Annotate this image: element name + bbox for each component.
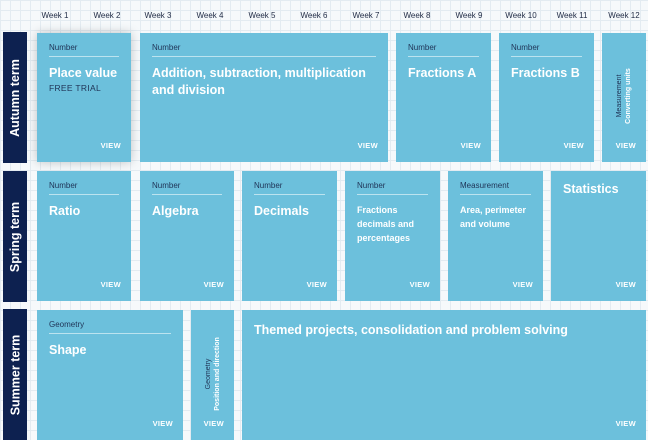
- card-fractions-a[interactable]: Number Fractions A VIEW: [396, 33, 491, 162]
- view-link[interactable]: VIEW: [100, 280, 121, 289]
- card-title: Place value: [49, 66, 118, 80]
- week-label: Week 7: [352, 11, 380, 20]
- view-link[interactable]: VIEW: [203, 280, 224, 289]
- card-title: Algebra: [152, 204, 199, 218]
- card-title: Fractions B: [511, 66, 580, 80]
- card-converting-units[interactable]: Measurement Converting units VIEW: [602, 33, 646, 162]
- view-link[interactable]: VIEW: [152, 419, 173, 428]
- card-category: Number: [357, 181, 428, 195]
- card-title: Statistics: [563, 182, 619, 196]
- term-label-text: Spring term: [8, 201, 22, 272]
- week-label: Week 2: [93, 11, 121, 20]
- view-link[interactable]: VIEW: [409, 280, 430, 289]
- view-link[interactable]: VIEW: [100, 141, 121, 150]
- card-category: Number: [49, 181, 119, 195]
- card-statistics[interactable]: Statistics VIEW: [551, 171, 646, 301]
- card-algebra[interactable]: Number Algebra VIEW: [140, 171, 234, 301]
- view-link[interactable]: VIEW: [615, 419, 636, 428]
- week-label: Week 12: [608, 11, 640, 20]
- week-label: Week 11: [556, 11, 588, 20]
- card-title: Shape: [49, 343, 87, 357]
- card-title: Decimals: [254, 204, 309, 218]
- card-category: Number: [152, 43, 376, 57]
- week-label: Week 10: [505, 11, 537, 20]
- view-link[interactable]: VIEW: [563, 141, 584, 150]
- card-position-direction[interactable]: Geometry Position and direction VIEW: [191, 310, 234, 440]
- view-link[interactable]: VIEW: [203, 419, 224, 428]
- card-vertical-label: Geometry Position and direction: [204, 337, 222, 411]
- week-label: Week 1: [41, 11, 69, 20]
- card-title: Themed projects, consolidation and probl…: [254, 323, 568, 337]
- week-label: Week 6: [300, 11, 328, 20]
- view-link[interactable]: VIEW: [460, 141, 481, 150]
- view-link[interactable]: VIEW: [615, 141, 636, 150]
- card-category: Measurement: [460, 181, 531, 195]
- card-shape[interactable]: Geometry Shape VIEW: [37, 310, 183, 440]
- card-place-value[interactable]: Number Place value FREE TRIAL VIEW: [37, 33, 131, 162]
- view-link[interactable]: VIEW: [357, 141, 378, 150]
- card-category: Geometry: [49, 320, 171, 334]
- view-link[interactable]: VIEW: [615, 280, 636, 289]
- view-link[interactable]: VIEW: [306, 280, 327, 289]
- card-ratio[interactable]: Number Ratio VIEW: [37, 171, 131, 301]
- card-category: Number: [152, 181, 222, 195]
- card-title: Fractions decimals and percentages: [357, 205, 415, 243]
- card-title: Addition, subtraction, multiplication an…: [152, 66, 366, 97]
- card-area-perimeter-volume[interactable]: Measurement Area, perimeter and volume V…: [448, 171, 543, 301]
- card-vertical-label: Measurement Converting units: [615, 68, 633, 124]
- card-category: Number: [254, 181, 325, 195]
- week-label: Week 9: [455, 11, 483, 20]
- card-fractions-b[interactable]: Number Fractions B VIEW: [499, 33, 594, 162]
- week-label: Week 3: [144, 11, 172, 20]
- spring-term-label: Spring term: [3, 171, 27, 302]
- summer-term-label: Summer term: [3, 309, 27, 440]
- card-title: Converting units: [625, 68, 632, 125]
- card-title: Fractions A: [408, 66, 477, 80]
- card-category: Geometry: [204, 358, 212, 390]
- term-label-text: Autumn term: [8, 58, 22, 137]
- card-category: Number: [511, 43, 582, 57]
- week-label: Week 5: [248, 11, 276, 20]
- card-category: Number: [408, 43, 479, 57]
- card-category: Number: [49, 43, 119, 57]
- card-title: Position and direction: [213, 336, 221, 411]
- card-addition-subtraction[interactable]: Number Addition, subtraction, multiplica…: [140, 33, 388, 162]
- autumn-term-label: Autumn term: [3, 32, 27, 163]
- card-title: Ratio: [49, 204, 81, 218]
- card-themed-projects[interactable]: Themed projects, consolidation and probl…: [242, 310, 646, 440]
- week-label: Week 4: [196, 11, 224, 20]
- view-link[interactable]: VIEW: [512, 280, 533, 289]
- free-trial-badge: FREE TRIAL: [49, 83, 101, 93]
- card-category: Measurement: [616, 74, 623, 118]
- card-fractions-decimals-percentages[interactable]: Number Fractions decimals and percentage…: [345, 171, 440, 301]
- card-decimals[interactable]: Number Decimals VIEW: [242, 171, 337, 301]
- week-label: Week 8: [403, 11, 431, 20]
- term-label-text: Summer term: [8, 334, 22, 415]
- card-title: Area, perimeter and volume: [460, 205, 527, 229]
